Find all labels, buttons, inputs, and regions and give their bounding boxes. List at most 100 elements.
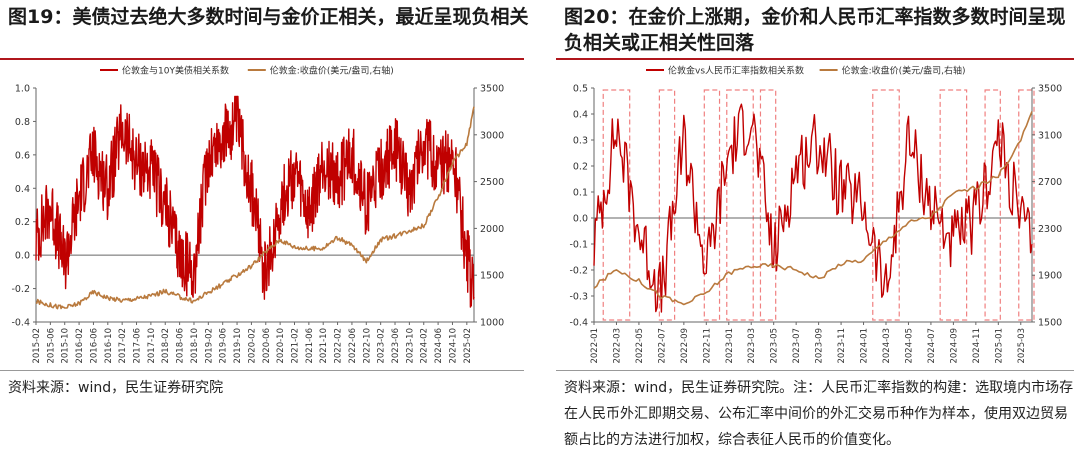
gold-price-series-line [593,111,1033,306]
x-axis-tick-label: 2021-02 [290,328,300,364]
x-axis-tick-label: 2021-06 [305,328,315,364]
x-axis-tick-label: 2018-02 [161,328,171,364]
right-axis-tick-label: 3000 [480,130,504,141]
x-axis-tick-label: 2018-06 [176,328,186,364]
x-axis-tick-label: 2023-05 [770,328,780,364]
x-axis-tick-label: 2020-10 [276,328,286,364]
x-axis-tick-label: 2015-06 [46,328,56,364]
x-axis-tick-label: 2020-02 [247,328,257,364]
left-axis-tick-label: 1.0 [15,84,30,95]
x-axis-tick-label: 2022-11 [702,328,712,364]
left-axis-tick-label: -0.4 [569,318,588,329]
right-axis-tick-label: 1500 [1038,318,1062,329]
left-axis-tick-label: -0.4 [11,318,30,329]
legend-label: 伦敦金与10Y美债相关系数 [122,65,229,77]
x-axis-tick-label: 2023-09 [815,328,825,364]
left-axis-tick-label: -0.1 [569,240,588,251]
x-axis-tick-label: 2024-01 [860,328,870,364]
x-axis-tick-label: 2023-11 [837,328,847,364]
left-axis-tick-label: 0.0 [15,251,30,262]
left-axis-tick-label: 0.6 [15,150,30,161]
left-axis-tick-label: -0.3 [569,292,588,303]
right-axis-tick-label: 3500 [480,84,504,95]
x-axis-tick-label: 2022-01 [590,328,600,364]
highlight-period-box [1018,89,1035,321]
figure-20-title: 图20：在金价上涨期，金价和人民币汇率指数多数时间呈现负相关或正相关性回落 [564,6,1066,54]
x-axis-tick-label: 2015-10 [61,328,71,364]
x-axis-tick-label: 2022-10 [362,328,372,364]
x-axis-tick-label: 2024-11 [972,328,982,364]
x-axis-tick-label: 2018-10 [190,328,200,364]
legend-label: 伦敦金:收盘价(美元/盎司,右轴) [842,65,966,77]
x-axis-tick-label: 2022-02 [334,328,344,364]
x-axis-tick-label: 2016-10 [104,328,114,364]
x-axis-tick-label: 2019-06 [219,328,229,364]
figure-20-chart: -0.4 -0.3 -0.2 -0.1 0.0 0.1 0.2 0.3 0.4 0.5 1500 19… [569,65,1062,364]
x-axis-tick-label: 2022-06 [348,328,358,364]
left-axis-tick-label: 0.4 [573,110,588,121]
x-axis-tick-label: 2023-07 [792,328,802,364]
x-axis-tick-label: 2019-10 [233,328,243,364]
highlight-period-box [759,89,777,321]
left-axis-tick-label: 0.0 [573,214,588,225]
highlight-period-box [939,89,968,321]
figure-19-panel: 图19：美债过去绝大多数时间与金价正相关，最近呈现负相关 -0.4 -0.2 0.0… [0,0,530,396]
x-axis-tick-label: 2016-02 [75,328,85,364]
x-axis-tick-label: 2016-06 [89,328,99,364]
figure-19-source: 资料来源：wind，民生证券研究院 [8,380,224,396]
x-axis-tick-label: 2025-02 [463,328,473,364]
highlight-period-box [984,89,1001,321]
highlight-period-box [872,89,900,321]
right-axis-tick-label: 2300 [1038,224,1062,235]
x-axis-tick-label: 2015-02 [32,328,42,364]
figure-19-source-rule [0,370,524,371]
x-axis-tick-label: 2024-07 [927,328,937,364]
figure-20-title-rule [556,58,1074,60]
right-axis-tick-label: 2500 [480,177,504,188]
right-axis-tick-label: 3100 [1038,130,1062,141]
x-axis-tick-label: 2023-06 [391,328,401,364]
x-axis-tick-label: 2022-09 [680,328,690,364]
left-axis-tick-label: 0.4 [15,184,30,195]
x-axis-tick-label: 2022-07 [657,328,667,364]
x-axis-tick-label: 2017-06 [133,328,143,364]
x-axis-tick-label: 2023-10 [405,328,415,364]
x-axis-tick-label: 2023-01 [725,328,735,364]
x-axis-tick-label: 2024-10 [448,328,458,364]
x-axis-tick-label: 2017-10 [147,328,157,364]
left-axis-tick-label: 0.8 [15,117,30,128]
correlation-series-line [35,95,475,308]
figure-20-panel: 图20：在金价上涨期，金价和人民币汇率指数多数时间呈现负相关或正相关性回落 -0… [556,0,1080,448]
figure-20-source-rule [556,370,1074,371]
gold-price-series-line [35,106,475,310]
x-axis-tick-label: 2023-02 [377,328,387,364]
legend-label: 伦敦金:收盘价(美元/盎司,右轴) [270,65,394,77]
left-axis-tick-label: -0.2 [569,266,588,277]
right-axis-tick-label: 3500 [1038,84,1062,95]
x-axis-tick-label: 2024-03 [882,328,892,364]
left-axis-tick-label: -0.2 [11,284,30,295]
right-axis-tick-label: 1900 [1038,271,1062,282]
left-axis-tick-label: 0.2 [15,217,30,228]
x-axis-tick-label: 2022-05 [635,328,645,364]
figure-19-chart: -0.4 -0.2 0.0 0.2 0.4 0.6 0.8 1.0 1000 1500 2000 25… [11,65,504,364]
correlation-series-line [593,103,1033,313]
highlight-period-box [602,89,631,321]
left-axis-tick-label: 0.3 [573,136,588,147]
x-axis-tick-label: 2025-01 [994,328,1004,364]
x-axis-tick-label: 2024-02 [420,328,430,364]
figure-19-title: 图19：美债过去绝大多数时间与金价正相关，最近呈现负相关 [8,6,529,28]
figure-19-chart-box: -0.4 -0.2 0.0 0.2 0.4 0.6 0.8 1.0 1000 1500 2000 25… [0,62,524,371]
left-axis-tick-label: 0.2 [573,162,588,173]
x-axis-tick-label: 2017-02 [118,328,128,364]
x-axis-tick-label: 2020-06 [262,328,272,364]
x-axis-tick-label: 2023-03 [747,328,757,364]
right-axis-tick-label: 2000 [480,224,504,235]
highlight-period-box [726,89,754,321]
figure-19-title-rule [0,58,524,60]
figure-20-source: 资料来源：wind，民生证券研究院。注：人民币汇率指数的构建：选取境内市场存在人… [564,380,1074,448]
x-axis-tick-label: 2024-06 [434,328,444,364]
x-axis-tick-label: 2025-03 [1017,328,1027,364]
figure-20-chart-box: -0.4 -0.3 -0.2 -0.1 0.0 0.1 0.2 0.3 0.4 0.5 1500 19… [556,62,1074,371]
right-axis-tick-label: 1000 [480,318,504,329]
